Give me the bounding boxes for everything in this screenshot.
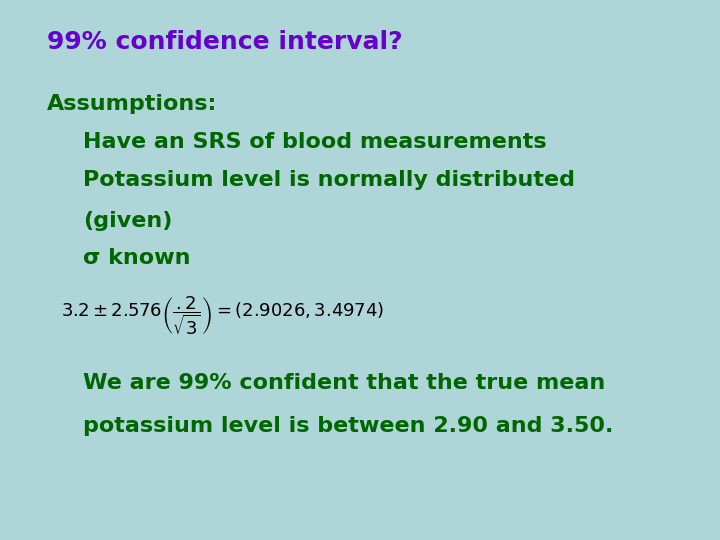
Text: 99% confidence interval?: 99% confidence interval? (47, 30, 402, 53)
Text: We are 99% confident that the true mean: We are 99% confident that the true mean (83, 373, 605, 393)
Text: (given): (given) (83, 211, 172, 231)
Text: $3.2 \pm 2.576\left(\dfrac{.2}{\sqrt{3}}\right) = (2.9026, 3.4974)$: $3.2 \pm 2.576\left(\dfrac{.2}{\sqrt{3}}… (61, 294, 384, 337)
Text: Assumptions:: Assumptions: (47, 94, 217, 114)
Text: Potassium level is normally distributed: Potassium level is normally distributed (83, 170, 575, 190)
Text: potassium level is between 2.90 and 3.50.: potassium level is between 2.90 and 3.50… (83, 416, 613, 436)
Text: Have an SRS of blood measurements: Have an SRS of blood measurements (83, 132, 546, 152)
Text: σ known: σ known (83, 248, 190, 268)
